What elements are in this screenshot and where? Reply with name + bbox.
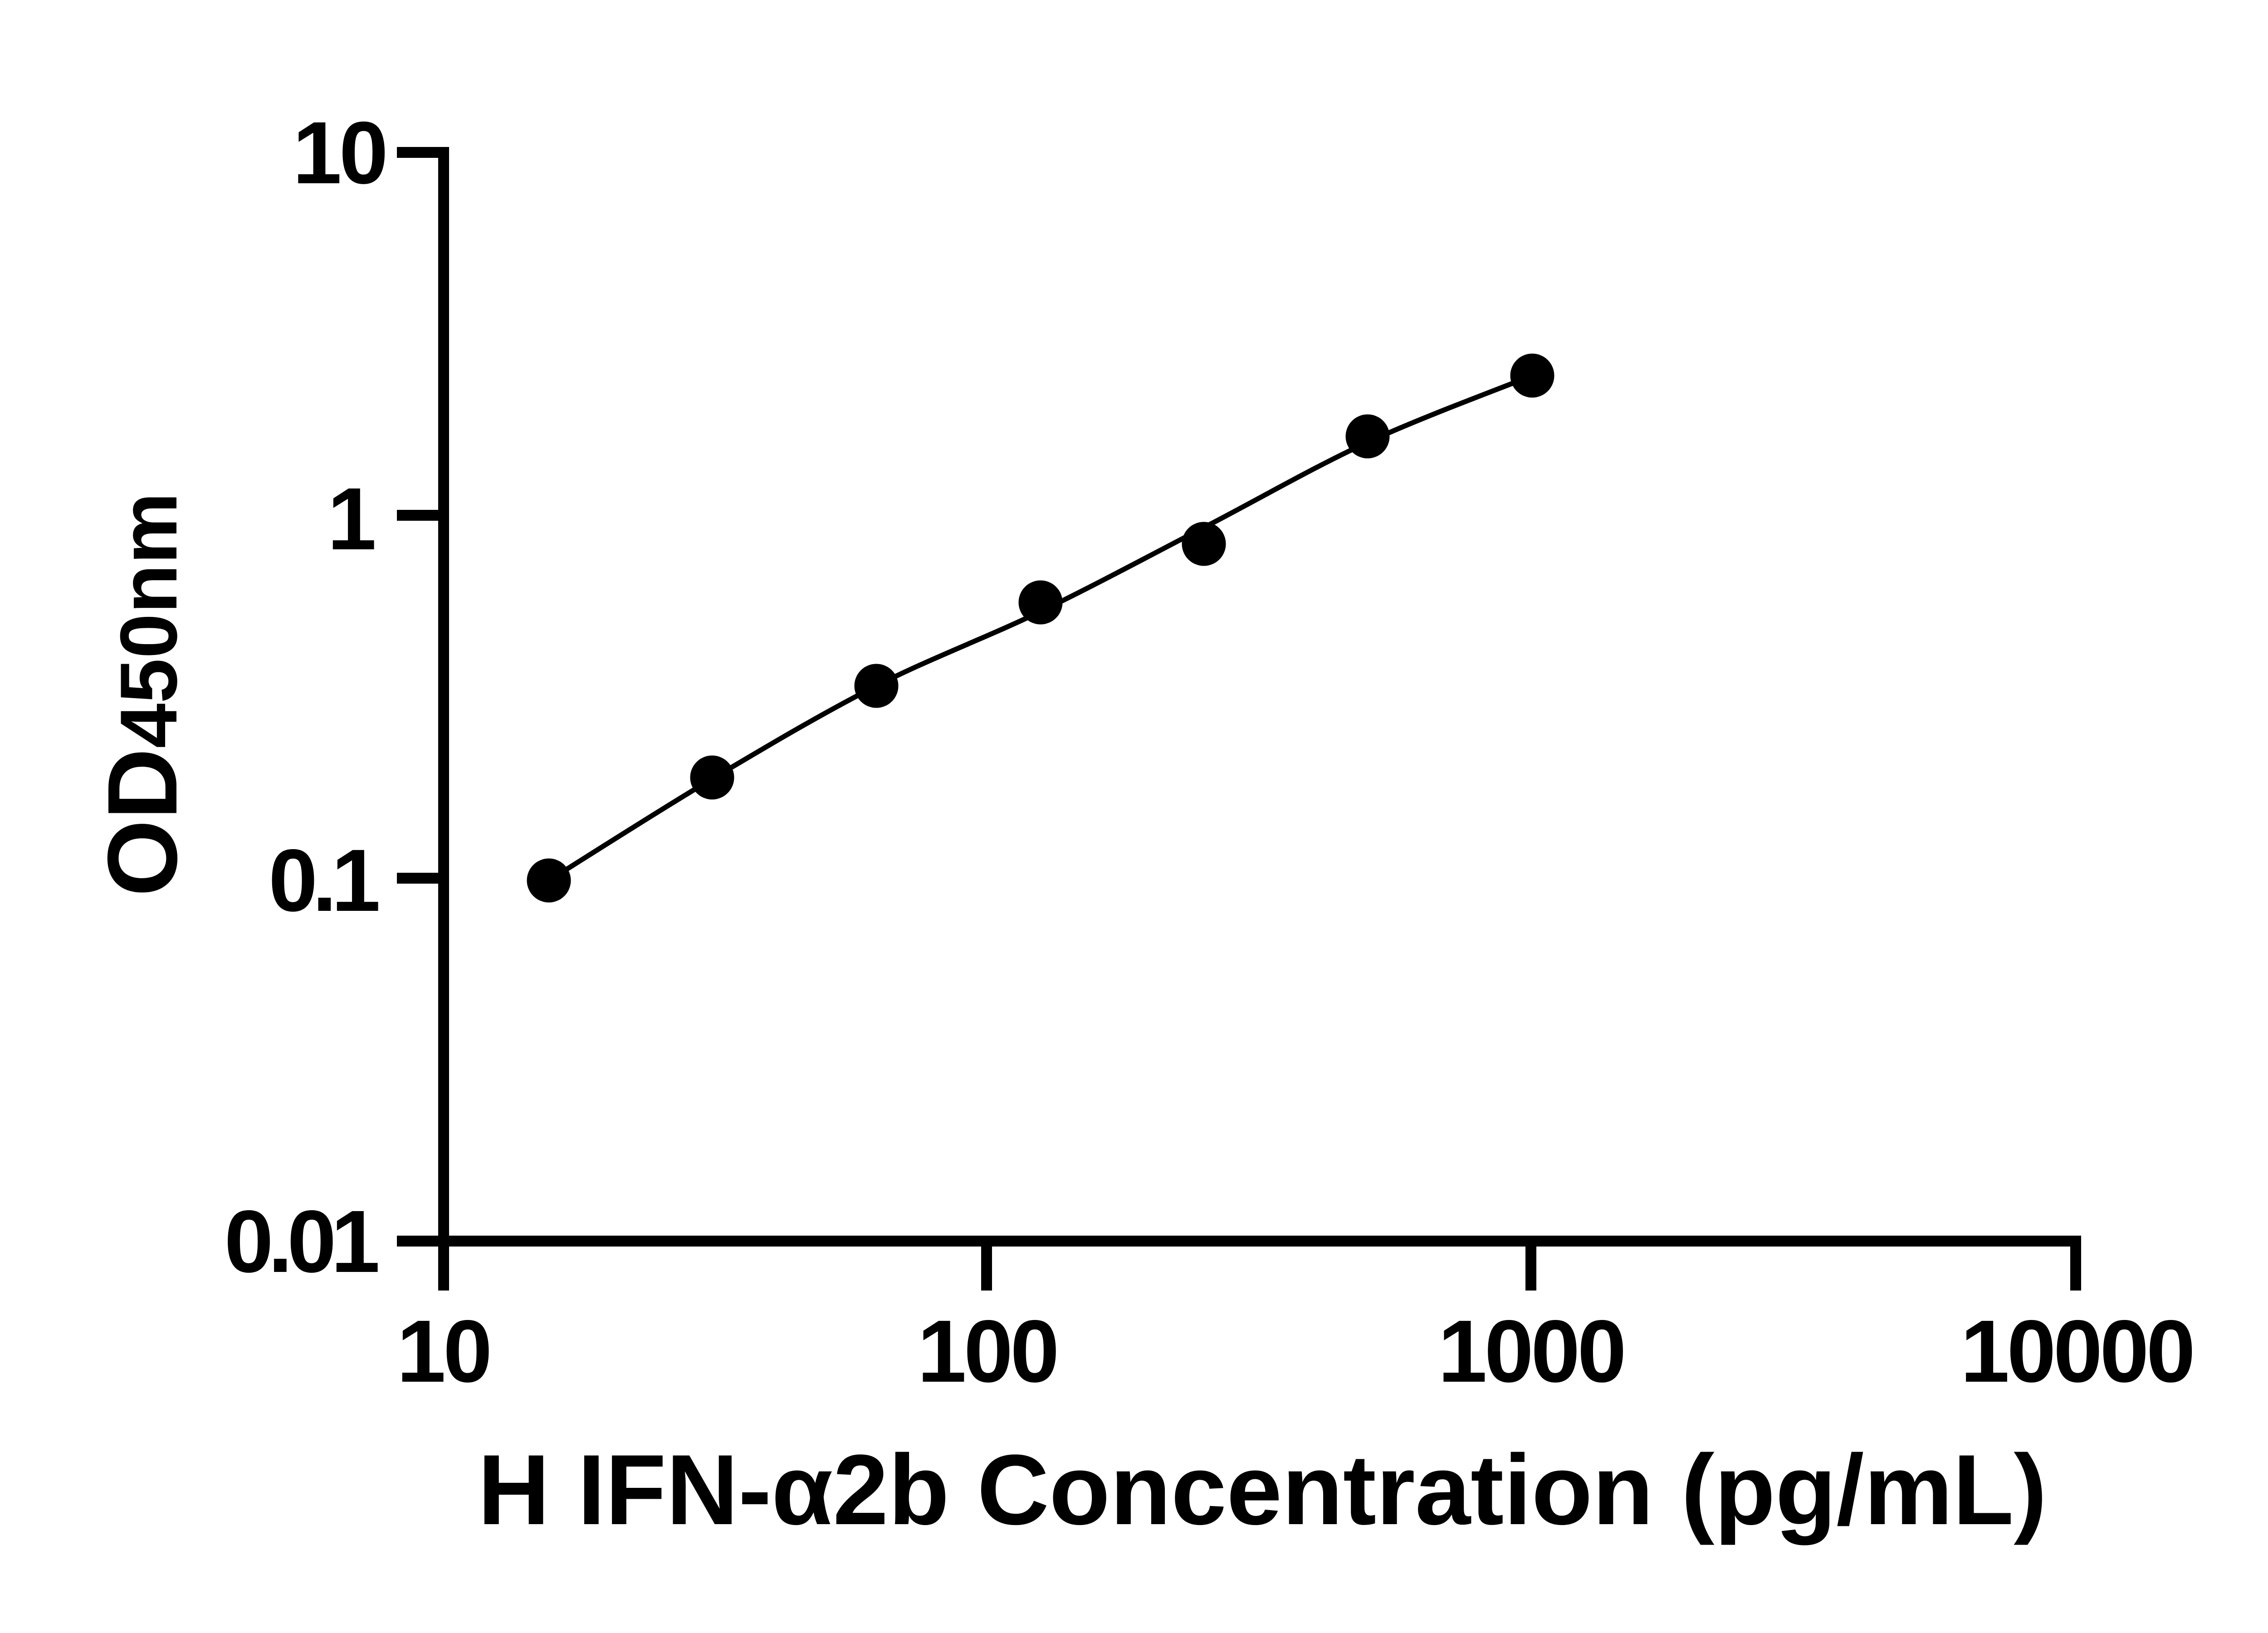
svg-text:1: 1 bbox=[327, 469, 376, 568]
svg-text:10000: 10000 bbox=[1960, 1302, 2193, 1401]
svg-text:0.1: 0.1 bbox=[269, 831, 379, 930]
svg-text:100: 100 bbox=[917, 1302, 1056, 1401]
svg-text:0.01: 0.01 bbox=[224, 1192, 378, 1291]
svg-text:OD450nm: OD450nm bbox=[88, 493, 198, 897]
svg-text:10: 10 bbox=[397, 1302, 490, 1401]
svg-text:H IFN-α2b Concentration (pg/mL: H IFN-α2b Concentration (pg/mL) bbox=[478, 1434, 2047, 1545]
svg-text:1000: 1000 bbox=[1438, 1302, 1624, 1401]
svg-text:10: 10 bbox=[293, 103, 386, 202]
